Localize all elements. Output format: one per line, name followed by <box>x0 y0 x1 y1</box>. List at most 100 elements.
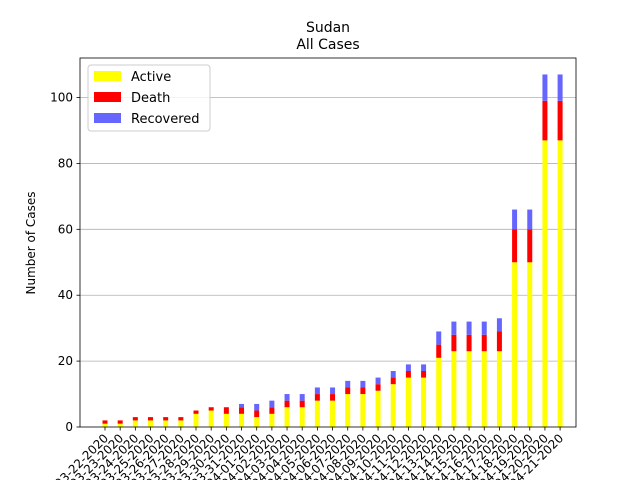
bar-death-12 <box>284 400 290 408</box>
y-tick-label: 40 <box>58 288 73 302</box>
bar-death-9 <box>239 407 245 414</box>
bar-death-10 <box>254 410 260 418</box>
legend-swatch-death <box>94 92 121 102</box>
bar-death-30 <box>557 100 563 141</box>
bar-active-27 <box>512 262 518 427</box>
bar-active-1 <box>117 423 123 427</box>
legend-swatch-recovered <box>94 113 121 123</box>
bar-recovered-17 <box>360 380 366 388</box>
bar-death-11 <box>269 407 275 414</box>
legend-swatch-active <box>94 71 121 81</box>
bar-recovered-29 <box>542 74 548 101</box>
bar-active-23 <box>451 351 457 427</box>
y-axis-label: Number of Cases <box>24 191 38 294</box>
bar-recovered-20 <box>405 364 411 371</box>
bar-active-21 <box>421 377 427 427</box>
bar-active-0 <box>102 423 108 427</box>
bar-recovered-13 <box>299 394 305 401</box>
bar-recovered-19 <box>390 370 396 378</box>
bar-death-2 <box>132 417 138 421</box>
bar-active-25 <box>481 351 487 427</box>
bar-active-13 <box>299 407 305 427</box>
bar-active-22 <box>436 357 442 427</box>
bar-death-8 <box>223 407 229 414</box>
bar-death-14 <box>314 394 320 401</box>
y-tick-label: 80 <box>58 156 73 170</box>
bar-active-24 <box>466 351 472 427</box>
bar-recovered-25 <box>481 321 487 335</box>
bar-recovered-10 <box>254 403 260 411</box>
bar-active-30 <box>557 140 563 427</box>
bar-recovered-30 <box>557 74 563 101</box>
bar-death-24 <box>466 334 472 352</box>
bar-active-8 <box>223 413 229 427</box>
bar-active-5 <box>178 420 184 427</box>
bar-recovered-14 <box>314 387 320 395</box>
bar-active-4 <box>163 420 169 427</box>
bar-recovered-26 <box>496 318 502 332</box>
bar-recovered-27 <box>512 209 518 230</box>
bar-death-19 <box>390 377 396 385</box>
bar-death-13 <box>299 400 305 408</box>
bar-death-1 <box>117 420 123 424</box>
bar-death-23 <box>451 334 457 352</box>
bar-active-16 <box>345 394 351 427</box>
bar-active-10 <box>254 417 260 427</box>
chart-title: Sudan <box>306 20 350 36</box>
bar-active-3 <box>148 420 154 427</box>
bar-death-28 <box>527 229 533 263</box>
bar-death-7 <box>208 407 214 411</box>
bar-active-18 <box>375 390 381 427</box>
legend: Active Death Recovered <box>87 64 211 132</box>
bar-active-12 <box>284 407 290 427</box>
bar-death-26 <box>496 331 502 352</box>
chart-subtitle: All Cases <box>296 37 359 53</box>
bar-recovered-9 <box>239 403 245 408</box>
bar-active-15 <box>330 400 336 427</box>
bar-active-7 <box>208 410 214 427</box>
bar-active-17 <box>360 394 366 427</box>
y-tick-label: 100 <box>50 91 73 105</box>
bar-recovered-24 <box>466 321 472 335</box>
bar-active-29 <box>542 140 548 427</box>
bar-recovered-21 <box>421 364 427 371</box>
bars <box>102 74 563 427</box>
bar-recovered-16 <box>345 380 351 388</box>
y-tick-label: 20 <box>58 354 73 368</box>
legend-label-recovered: Recovered <box>131 112 200 127</box>
bar-death-16 <box>345 387 351 395</box>
legend-label-active: Active <box>131 70 171 85</box>
bar-death-29 <box>542 100 548 141</box>
bar-death-3 <box>148 417 154 421</box>
bar-death-27 <box>512 229 518 263</box>
bar-recovered-12 <box>284 394 290 401</box>
bar-death-5 <box>178 417 184 421</box>
bar-active-9 <box>239 413 245 427</box>
bar-death-0 <box>102 420 108 424</box>
bar-death-4 <box>163 417 169 421</box>
bar-active-26 <box>496 351 502 427</box>
bar-death-20 <box>405 370 411 378</box>
bar-death-17 <box>360 387 366 395</box>
bar-recovered-11 <box>269 400 275 408</box>
bar-active-14 <box>314 400 320 427</box>
bar-death-15 <box>330 394 336 401</box>
axes: 02040608010003-22-202003-23-202003-24-20… <box>50 57 577 480</box>
bar-active-20 <box>405 377 411 427</box>
y-tick-label: 0 <box>65 420 73 434</box>
bar-death-18 <box>375 384 381 391</box>
bar-recovered-18 <box>375 377 381 385</box>
bar-active-28 <box>527 262 533 427</box>
bar-active-19 <box>390 384 396 427</box>
legend-label-death: Death <box>131 91 170 106</box>
bar-death-21 <box>421 370 427 378</box>
plot-frame <box>79 57 577 428</box>
bar-recovered-28 <box>527 209 533 230</box>
bar-active-2 <box>132 420 138 427</box>
bar-death-22 <box>436 344 442 358</box>
bar-recovered-23 <box>451 321 457 335</box>
bar-death-6 <box>193 410 199 414</box>
bar-recovered-22 <box>436 331 442 345</box>
y-tick-label: 60 <box>58 222 73 236</box>
